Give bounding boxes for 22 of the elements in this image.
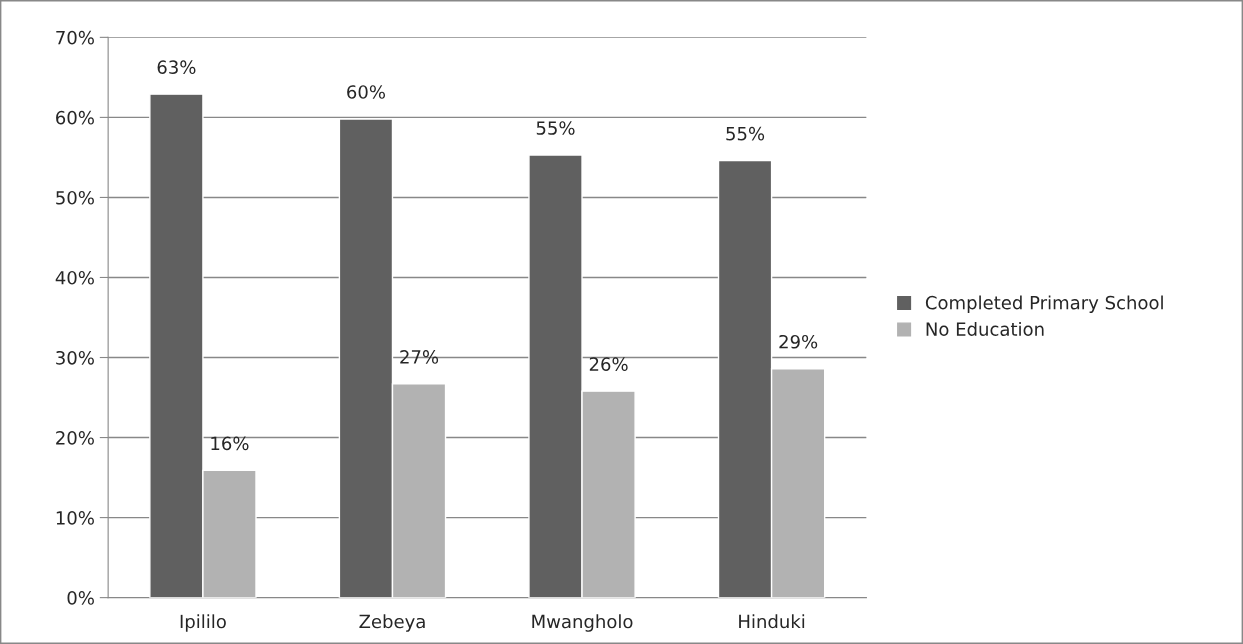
y-tick-label: 70% [56, 30, 94, 45]
legend-label: No Education [926, 322, 1044, 336]
y-tick-label: 10% [56, 511, 94, 525]
data-label: 26% [589, 357, 628, 371]
y-tick-label: 60% [56, 110, 94, 125]
data-label: 63% [157, 60, 196, 75]
x-tick-label: Hinduki [739, 614, 805, 629]
data-label: 60% [347, 85, 386, 99]
y-tick-label: 50% [56, 190, 94, 205]
y-tick-label: 0% [67, 591, 94, 605]
data-label: 16% [211, 436, 249, 451]
x-tick-label: Ipililo [180, 614, 226, 632]
y-tick-label: 30% [56, 350, 94, 365]
x-tick-label: Zebeya [359, 614, 425, 632]
legend-label: Completed Primary School [925, 295, 1163, 313]
y-tick-label: 40% [55, 270, 94, 285]
x-tick-label: Mwangholo [532, 614, 633, 632]
data-label: 55% [536, 121, 575, 135]
data-label: 27% [400, 350, 439, 364]
data-label: 55% [726, 126, 765, 141]
data-label: 29% [779, 334, 818, 349]
y-tick-label: 20% [56, 431, 94, 445]
